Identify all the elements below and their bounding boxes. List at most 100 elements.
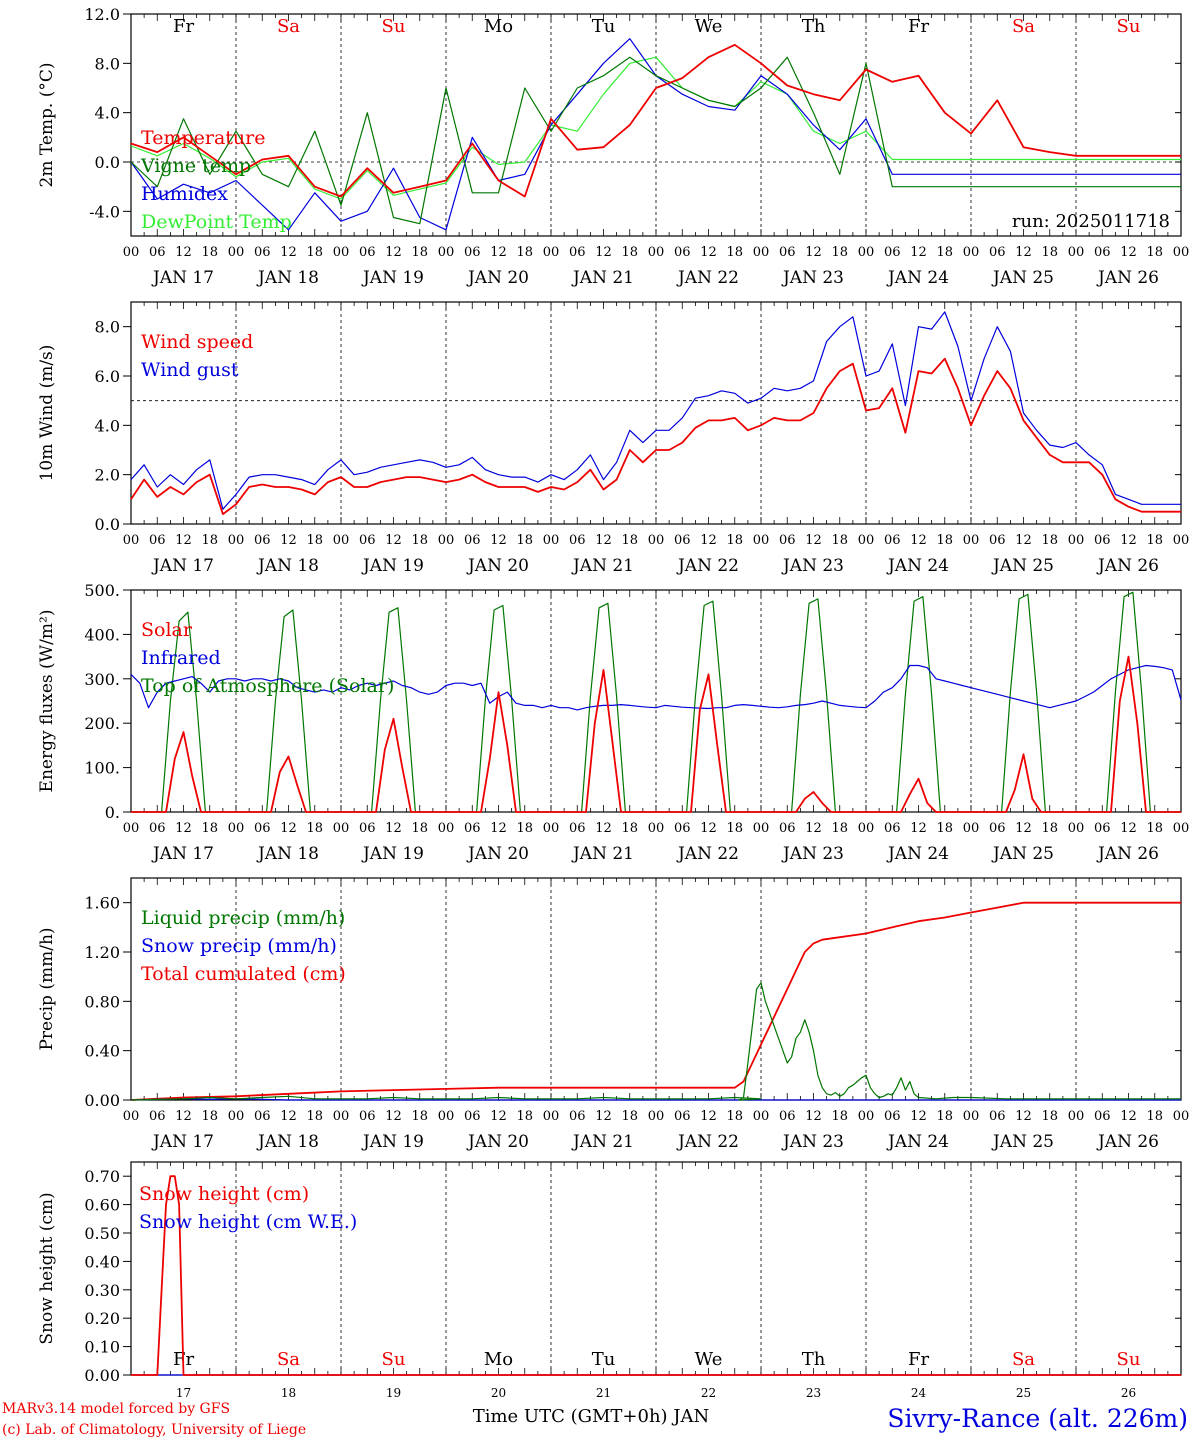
- hour-label: 06: [149, 245, 166, 260]
- hour-label: 06: [464, 1109, 481, 1124]
- y-axis-label: Snow height (cm): [37, 1192, 57, 1344]
- hour-label: 06: [884, 1109, 901, 1124]
- y-tick-label: 0.40: [84, 1042, 120, 1061]
- hour-label: 06: [1094, 533, 1111, 548]
- day-label: JAN 23: [781, 268, 844, 288]
- hour-label: 18: [726, 821, 743, 836]
- day-label: JAN 21: [571, 1132, 634, 1152]
- hour-label: 00: [858, 245, 875, 260]
- hour-label: 12: [910, 1109, 927, 1124]
- hour-label: 12: [805, 821, 822, 836]
- weekday-label: Fr: [908, 16, 929, 37]
- weekday-label: Mo: [484, 1349, 513, 1370]
- day-label: JAN 22: [676, 556, 739, 576]
- hour-label: 18: [621, 1109, 638, 1124]
- weekday-label: Su: [382, 16, 406, 37]
- hour-label: 06: [464, 821, 481, 836]
- hour-label: 18: [201, 533, 218, 548]
- hour-label: 06: [1094, 1109, 1111, 1124]
- series-line-snow-height-cm: [131, 1175, 1181, 1376]
- day-label: JAN 23: [781, 556, 844, 576]
- day-number-label: 18: [281, 1386, 296, 1400]
- weekday-label: Sa: [277, 1349, 300, 1370]
- day-label: JAN 22: [676, 268, 739, 288]
- y-tick-label: 0.40: [84, 1252, 120, 1271]
- hour-label: 18: [411, 821, 428, 836]
- hour-label: 00: [753, 533, 770, 548]
- y-tick-label: 1.20: [84, 943, 120, 962]
- y-tick-label: 0.00: [84, 1091, 120, 1110]
- legend-entry: Solar: [141, 619, 193, 641]
- hour-label: 00: [333, 533, 350, 548]
- hour-label: 18: [831, 245, 848, 260]
- hour-label: 18: [726, 245, 743, 260]
- hour-label: 06: [674, 1109, 691, 1124]
- hour-label: 06: [674, 821, 691, 836]
- hour-label: 00: [753, 1109, 770, 1124]
- hour-label: 12: [385, 245, 402, 260]
- hour-label: 00: [858, 1109, 875, 1124]
- hour-label: 18: [306, 821, 323, 836]
- weekday-label: Fr: [173, 16, 194, 37]
- hour-label: 06: [254, 821, 271, 836]
- hour-label: 12: [280, 533, 297, 548]
- hour-label: 18: [306, 245, 323, 260]
- series-line-wind-gust: [130, 311, 1181, 510]
- day-label: JAN 24: [886, 268, 949, 288]
- hour-label: 06: [884, 821, 901, 836]
- panel-snow: 0.00 0.10 0.20 0.30 0.40 0.50 0.60 0.70 Snow hei…: [37, 1161, 1182, 1400]
- hour-label: 06: [1094, 821, 1111, 836]
- legend-entry: Temperature: [141, 127, 265, 149]
- hour-label: 00: [123, 1109, 140, 1124]
- hour-label: 06: [989, 245, 1006, 260]
- y-tick-label: 0.60: [84, 1196, 120, 1215]
- hour-label: 00: [1068, 1109, 1085, 1124]
- day-label: JAN 19: [361, 268, 424, 288]
- hour-label: 18: [201, 245, 218, 260]
- weekday-label: We: [695, 16, 723, 37]
- hour-label: 12: [1120, 821, 1137, 836]
- weekday-label: Sa: [1012, 16, 1035, 37]
- y-tick-label: 0.: [105, 803, 120, 822]
- day-number-label: 24: [911, 1386, 927, 1400]
- hour-label: 12: [1015, 245, 1032, 260]
- legend-entry: Total cumulated (cm): [141, 963, 346, 985]
- panel-energy: 0. 100. 200. 300. 400. 500. Energy fluxes (W/m…: [37, 581, 1189, 864]
- weekday-label: Sa: [1012, 1349, 1035, 1370]
- y-tick-label: 0.0: [95, 153, 120, 172]
- hour-label: 06: [779, 533, 796, 548]
- day-number-label: 21: [596, 1386, 611, 1400]
- hour-label: 00: [543, 533, 560, 548]
- hour-label: 06: [1094, 245, 1111, 260]
- hour-label: 00: [1173, 1109, 1190, 1124]
- legend-entry: Vigne temp: [140, 155, 251, 177]
- hour-label: 06: [884, 245, 901, 260]
- day-label: JAN 26: [1096, 844, 1159, 864]
- hour-label: 12: [910, 821, 927, 836]
- y-tick-label: 4.0: [95, 104, 120, 123]
- hour-label: 18: [1146, 245, 1163, 260]
- hour-label: 00: [123, 533, 140, 548]
- y-tick-label: 400.: [84, 625, 120, 644]
- hour-label: 06: [464, 245, 481, 260]
- hour-label: 12: [385, 533, 402, 548]
- series-line-vigne-temp: [130, 56, 1181, 225]
- hour-label: 12: [1015, 533, 1032, 548]
- day-label: JAN 25: [991, 1132, 1054, 1152]
- hour-label: 00: [123, 245, 140, 260]
- hour-label: 18: [1041, 533, 1058, 548]
- weekday-label: Su: [382, 1349, 406, 1370]
- day-number-label: 23: [806, 1386, 821, 1400]
- hour-label: 18: [936, 533, 953, 548]
- hour-label: 06: [569, 821, 586, 836]
- hour-label: 06: [569, 245, 586, 260]
- hour-label: 06: [674, 245, 691, 260]
- y-tick-label: 500.: [84, 581, 120, 600]
- day-label: JAN 17: [151, 556, 214, 576]
- hour-label: 00: [438, 533, 455, 548]
- hour-label: 00: [1068, 245, 1085, 260]
- hour-label: 18: [411, 1109, 428, 1124]
- day-label: JAN 25: [991, 268, 1054, 288]
- hour-label: 18: [1146, 533, 1163, 548]
